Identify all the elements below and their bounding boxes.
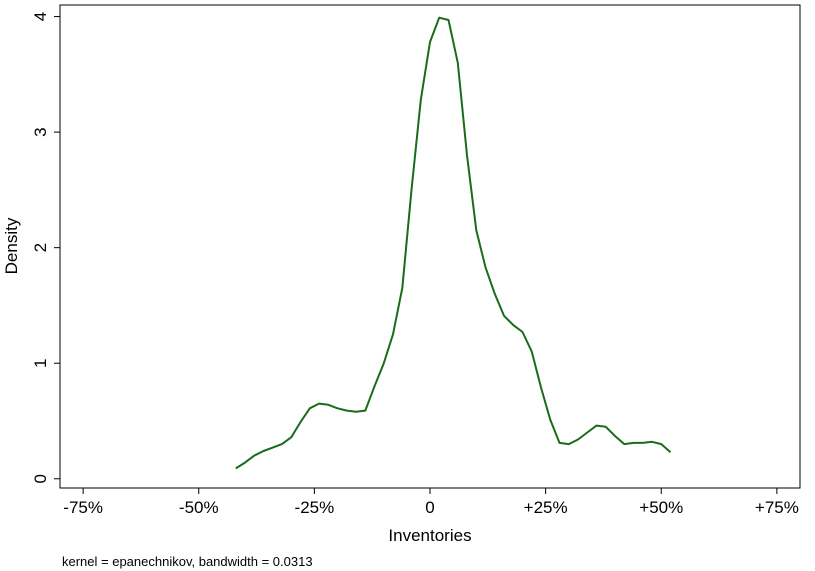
y-axis-label: Density <box>2 217 21 274</box>
x-tick-label: -75% <box>63 498 103 517</box>
y-tick-label: 2 <box>31 243 50 252</box>
plot-area <box>59 4 801 489</box>
y-tick-label: 4 <box>31 12 50 21</box>
x-axis-label: Inventories <box>388 526 471 545</box>
x-tick-label: 0 <box>425 498 434 517</box>
y-tick-label: 1 <box>31 358 50 367</box>
x-tick-label: -50% <box>179 498 219 517</box>
x-tick-label: +25% <box>524 498 568 517</box>
y-tick-label: 3 <box>31 127 50 136</box>
x-tick-label: +75% <box>755 498 799 517</box>
y-tick-label: 0 <box>31 474 50 483</box>
x-axis: -75% -50% -25% 0 +25% +50% +75% <box>63 488 799 517</box>
x-tick-label: -25% <box>295 498 335 517</box>
y-axis: 0 1 2 3 4 <box>31 12 60 483</box>
kernel-note: kernel = epanechnikov, bandwidth = 0.031… <box>62 554 313 569</box>
density-line <box>235 16 672 470</box>
x-tick-label: +50% <box>639 498 683 517</box>
